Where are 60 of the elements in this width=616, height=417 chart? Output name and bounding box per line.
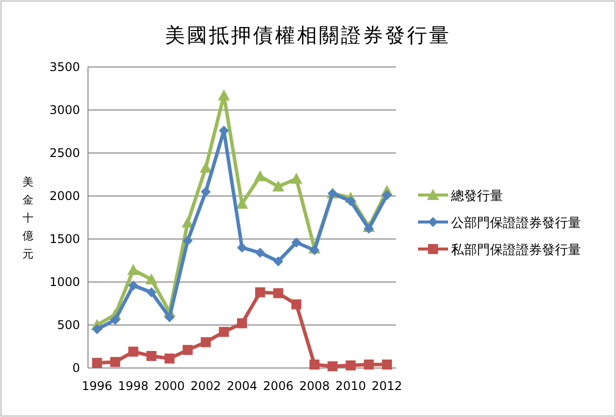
- point: [255, 287, 266, 298]
- point: [254, 170, 266, 182]
- point: [145, 273, 158, 284]
- point: [309, 245, 320, 256]
- point: [127, 264, 140, 275]
- point: [346, 196, 356, 206]
- point: [110, 314, 120, 325]
- x-tick-label: 2006: [262, 379, 294, 393]
- point: [237, 242, 247, 253]
- x-tick-label: 1996: [82, 379, 112, 393]
- chart-title: 美國抵押債權相關證券發行量: [165, 23, 451, 47]
- y-tick-label: 3000: [49, 103, 80, 117]
- point: [110, 356, 120, 367]
- point: [218, 326, 229, 337]
- point: [255, 248, 266, 258]
- point: [218, 89, 230, 100]
- point: [291, 237, 302, 248]
- point: [182, 344, 193, 355]
- point: [309, 360, 320, 370]
- x-tick-label: 2008: [299, 379, 330, 393]
- x-tick-label: 2004: [226, 379, 258, 393]
- y-axis-title: 美金十億元: [22, 176, 34, 260]
- point: [128, 346, 138, 357]
- point: [273, 288, 284, 298]
- y-tick-label: 3500: [49, 60, 80, 74]
- x-tick-label: 2002: [190, 379, 222, 393]
- point: [291, 299, 302, 310]
- legend-label: 私部門保證證券發行量: [451, 243, 581, 258]
- y-tick-label: 0: [72, 361, 80, 375]
- x-tick-label: 2012: [372, 379, 402, 393]
- point: [290, 172, 302, 184]
- point: [364, 224, 374, 234]
- y-tick-label: 2500: [49, 146, 80, 160]
- x-tick-label: 1998: [118, 379, 149, 393]
- point: [128, 280, 138, 290]
- point: [382, 190, 392, 200]
- point: [346, 360, 356, 370]
- point: [273, 256, 284, 266]
- x-tick-label: 2000: [154, 379, 185, 393]
- legend-label: 公部門保證證券發行量: [451, 216, 581, 231]
- point: [92, 358, 102, 368]
- point: [146, 350, 156, 361]
- point: [200, 186, 211, 197]
- y-tick-label: 1500: [49, 232, 80, 246]
- point: [146, 287, 156, 298]
- y-tick-label: 2000: [49, 189, 80, 203]
- point: [182, 236, 193, 246]
- point: [164, 354, 175, 364]
- point: [200, 337, 211, 348]
- point: [328, 361, 338, 372]
- point: [382, 360, 392, 370]
- point: [272, 180, 284, 192]
- point: [200, 162, 212, 173]
- x-tick-label: 2010: [335, 379, 366, 393]
- y-tick-label: 500: [57, 318, 80, 332]
- y-tick-label: 1000: [49, 275, 80, 289]
- point: [364, 360, 374, 370]
- point: [92, 324, 102, 334]
- legend-label: 總發行量: [450, 189, 503, 204]
- point: [237, 318, 247, 328]
